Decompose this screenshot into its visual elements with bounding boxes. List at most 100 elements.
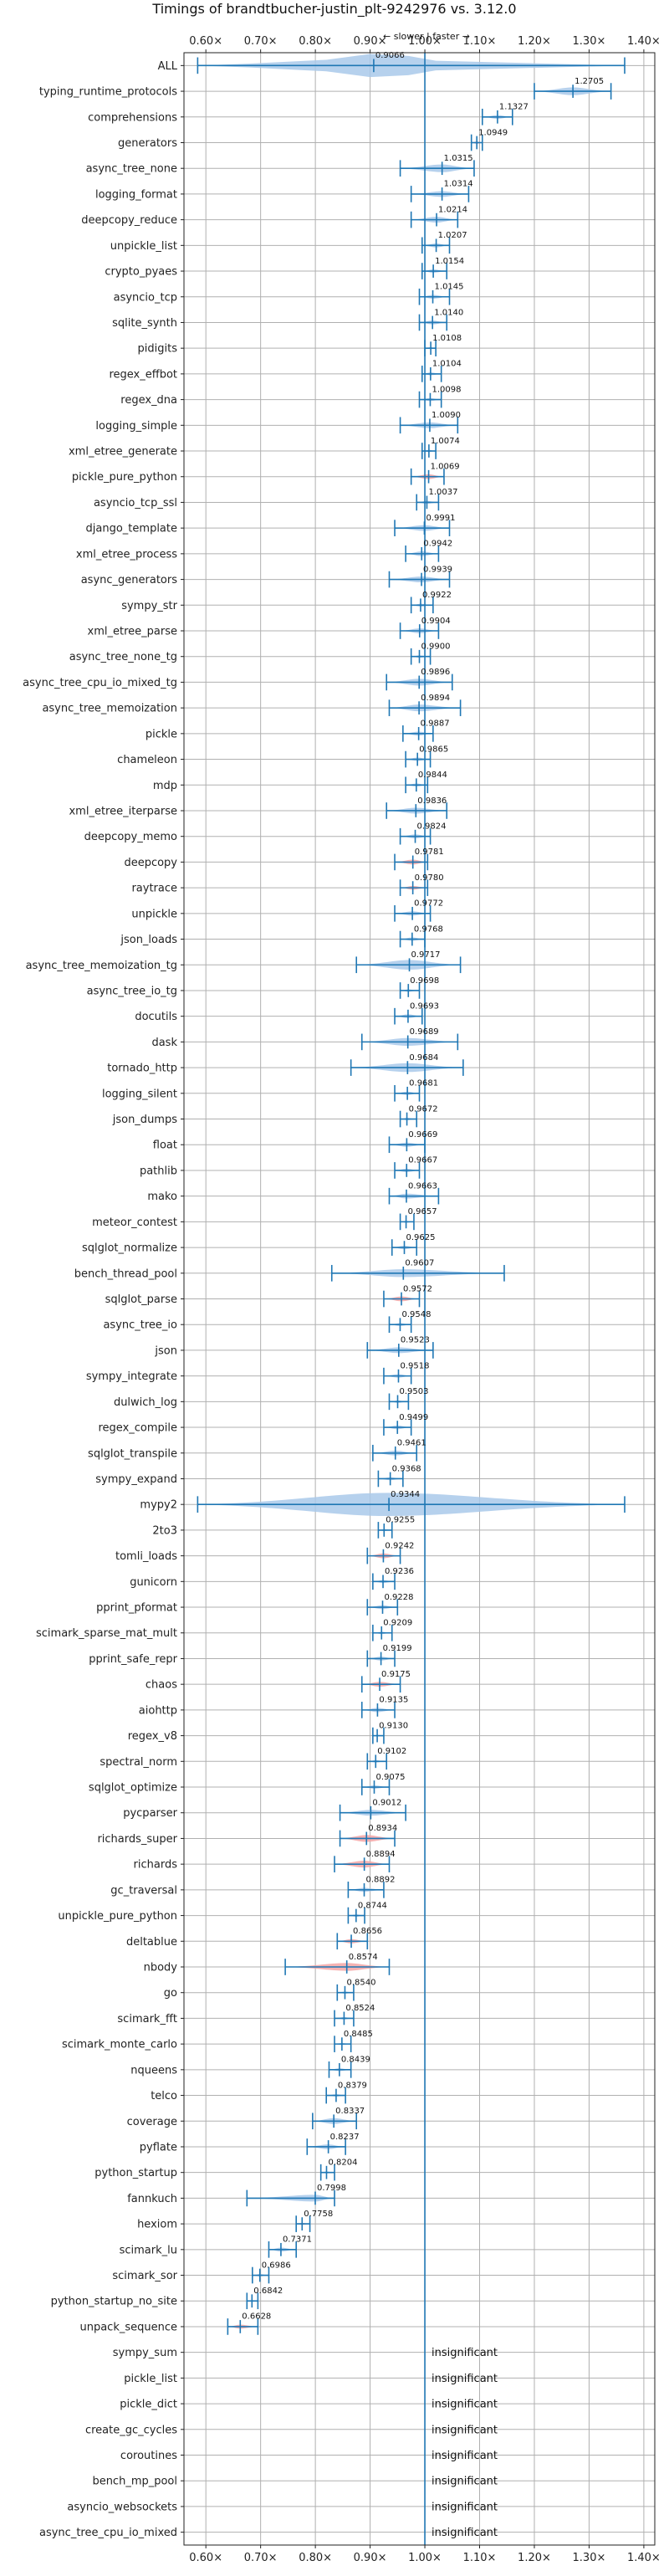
benchmark-name-label: coverage <box>127 2116 177 2128</box>
mean-value-label: 0.9768 <box>414 924 443 934</box>
mean-value-label: 0.9236 <box>385 1567 414 1576</box>
top-tick-label: 0.60× <box>189 35 222 48</box>
benchmark-name-label: asyncio_websockets <box>67 2501 177 2513</box>
benchmark-name-label: json_loads <box>120 934 177 946</box>
benchmark-name-label: xml_etree_parse <box>88 626 177 638</box>
bottom-tick-label: 0.90× <box>354 2552 387 2564</box>
benchmark-name-label: python_startup_no_site <box>51 2296 177 2308</box>
mean-value-label: 0.9066 <box>375 51 405 60</box>
top-tick-label: 1.00× <box>408 35 442 48</box>
benchmark-name-label: spectral_norm <box>100 1756 177 1769</box>
mean-value-label: 0.9228 <box>385 1593 414 1602</box>
benchmark-name-label: unpack_sequence <box>79 2321 177 2333</box>
mean-value-label: 0.9607 <box>405 1259 434 1268</box>
mean-value-label: 1.0145 <box>435 283 464 292</box>
benchmark-name-label: async_tree_memoization_tg <box>26 960 177 972</box>
top-tick-label: 1.30× <box>573 35 606 48</box>
mean-value-label: 0.6842 <box>253 2287 283 2296</box>
benchmark-name-label: chameleon <box>117 754 177 766</box>
benchmark-name-label: regex_compile <box>98 1422 177 1435</box>
mean-value-label: 1.2705 <box>575 77 604 86</box>
top-tick-label: 0.80× <box>299 35 332 48</box>
mean-value-label: 0.9780 <box>415 873 444 883</box>
bottom-tick-label: 0.80× <box>299 2552 332 2564</box>
mean-value-label: 0.8204 <box>328 2158 357 2167</box>
benchmark-name-label: docutils <box>135 1011 177 1023</box>
mean-value-label: 0.7758 <box>304 2210 333 2219</box>
mean-value-label: 0.9075 <box>375 1773 405 1782</box>
mean-value-label: 0.8894 <box>366 1850 396 1859</box>
benchmark-name-label: pycparser <box>123 1807 177 1820</box>
benchmark-name-label: sqlglot_optimize <box>89 1782 177 1795</box>
top-tick-label: 1.20× <box>518 35 551 48</box>
benchmark-name-label: meteor_contest <box>92 1216 177 1229</box>
benchmark-name-label: sqlglot_parse <box>105 1293 177 1306</box>
benchmark-name-label: mypy2 <box>140 1499 177 1512</box>
benchmark-name-label: deepcopy_memo <box>84 831 177 843</box>
mean-value-label: 0.8524 <box>345 2004 375 2013</box>
bottom-tick-label: 1.20× <box>518 2552 551 2564</box>
mean-value-label: 0.9012 <box>372 1799 401 1808</box>
mean-value-label: 0.9836 <box>417 796 447 806</box>
benchmark-name-label: richards <box>134 1859 178 1872</box>
benchmark-name-label: json <box>154 1344 177 1357</box>
mean-value-label: 0.9824 <box>417 822 447 831</box>
mean-value-label: 0.7371 <box>283 2235 312 2245</box>
benchmark-name-label: tornado_http <box>107 1063 177 1075</box>
benchmark-name-label: logging_silent <box>102 1088 177 1100</box>
mean-value-label: 0.9657 <box>408 1207 437 1216</box>
mean-value-label: 0.8540 <box>346 1978 375 1987</box>
top-tick-label: 0.70× <box>244 35 278 48</box>
mean-value-label: 0.9572 <box>403 1284 432 1293</box>
benchmark-name-label: crypto_pyaes <box>105 266 177 279</box>
benchmark-name-label: async_tree_memoization <box>42 703 177 715</box>
benchmark-name-label: scimark_sparse_mat_mult <box>36 1627 177 1640</box>
mean-value-label: 0.9209 <box>383 1619 412 1628</box>
benchmark-name-label: bench_thread_pool <box>74 1268 177 1280</box>
top-tick-label: 1.40× <box>627 35 661 48</box>
mean-value-label: 0.9242 <box>385 1541 414 1550</box>
plot-frame <box>183 52 656 2546</box>
mean-value-label: 0.9698 <box>410 976 439 986</box>
benchmark-name-label: sqlglot_transpile <box>88 1447 177 1460</box>
benchmark-name-label: pathlib <box>140 1165 177 1177</box>
mean-value-label: 0.8574 <box>349 1953 378 1962</box>
top-tick-label: 1.10× <box>463 35 497 48</box>
bottom-tick-label: 1.40× <box>627 2552 661 2564</box>
benchmark-name-label: asyncio_tcp <box>114 291 177 304</box>
mean-value-label: 0.9772 <box>414 899 443 909</box>
mean-value-label: 0.9175 <box>381 1670 411 1679</box>
benchmark-name-label: async_generators <box>81 574 178 586</box>
mean-value-label: 0.9922 <box>422 591 452 600</box>
mean-value-label: 0.9461 <box>397 1439 426 1448</box>
insignificant-label: insignificant <box>432 2424 498 2436</box>
benchmark-name-label: unpickle <box>131 908 177 920</box>
benchmark-labels: ALL 0.9066 typing_runtime_protocols 1.2705 c… <box>23 51 604 2539</box>
mean-value-label: 0.9681 <box>409 1079 438 1088</box>
benchmark-name-label: async_tree_none_tg <box>69 651 177 663</box>
mean-value-label: 1.0314 <box>444 180 473 189</box>
mean-value-label: 0.8744 <box>358 1901 387 1910</box>
benchmark-name-label: unpickle_pure_python <box>58 1910 177 1923</box>
benchmark-name-label: scimark_fft <box>117 2013 177 2025</box>
benchmark-name-label: pprint_safe_repr <box>89 1653 177 1666</box>
bottom-tick-label: 1.00× <box>408 2552 442 2564</box>
benchmark-name-label: gc_traversal <box>110 1884 177 1897</box>
mean-value-label: 0.9693 <box>410 1001 439 1011</box>
mean-value-label: 0.9548 <box>401 1310 431 1319</box>
benchmark-name-label: scimark_sor <box>112 2270 177 2282</box>
benchmark-name-label: async_tree_io_tg <box>87 985 177 997</box>
benchmark-name-label: django_template <box>86 523 177 535</box>
benchmark-name-label: sympy_str <box>121 600 177 612</box>
benchmark-name-label: pickle_dict <box>120 2399 177 2411</box>
mean-value-label: 0.9689 <box>410 1027 439 1037</box>
mean-value-label: 0.8337 <box>335 2107 365 2116</box>
mean-value-label: 0.9904 <box>421 617 451 626</box>
benchmark-name-label: async_tree_cpu_io_mixed <box>39 2527 177 2539</box>
insignificant-label: insignificant <box>432 2450 498 2462</box>
benchmark-name-label: unpickle_list <box>110 240 177 253</box>
mean-value-label: 0.8934 <box>368 1824 397 1833</box>
mean-value-label: 1.0214 <box>438 205 467 214</box>
mean-value-label: 0.9663 <box>408 1181 437 1191</box>
